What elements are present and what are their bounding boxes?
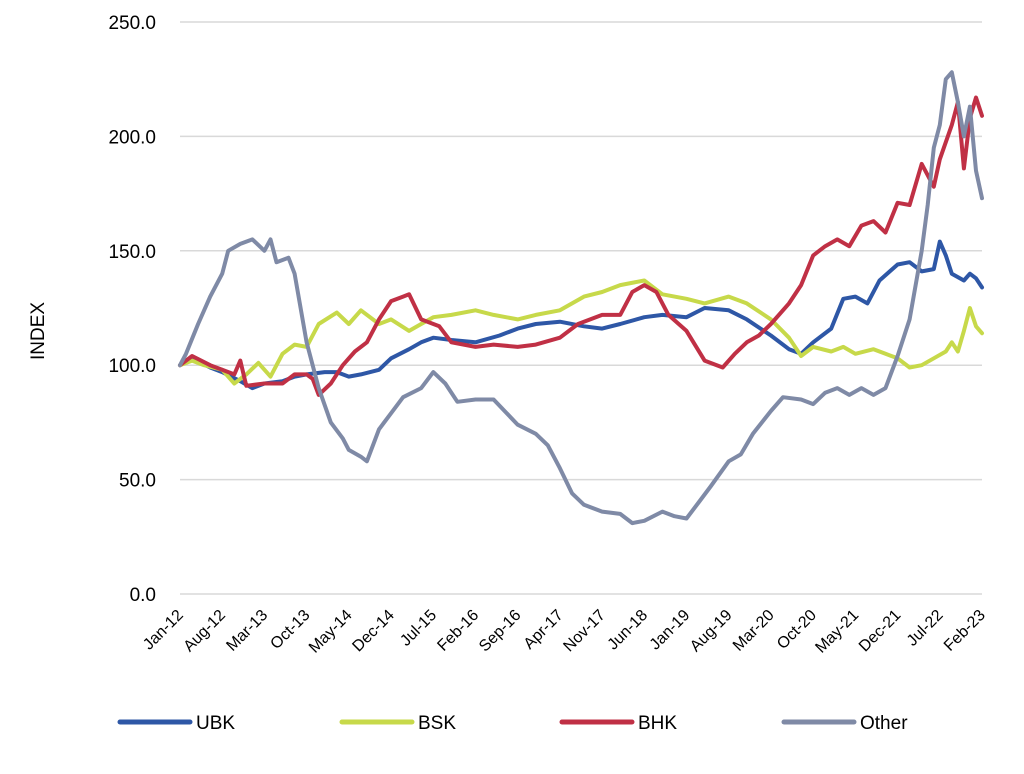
x-tick-label: May-14 bbox=[306, 607, 356, 657]
x-tick-label: May-21 bbox=[812, 607, 862, 657]
legend-label-ubk: UBK bbox=[196, 713, 235, 734]
y-axis-ticks: 0.0 50.0 100.0 150.0 200.0 250.0 bbox=[108, 13, 156, 606]
legend-label-bsk: BSK bbox=[418, 713, 456, 734]
x-tick-label: Mar-20 bbox=[730, 607, 778, 655]
x-tick-label: Dec-21 bbox=[856, 607, 905, 656]
x-tick-label: Apr-17 bbox=[521, 607, 567, 653]
series-lines bbox=[178, 70, 984, 526]
x-tick-label: Jan-19 bbox=[647, 607, 694, 654]
legend: UBK BSK BHK Other bbox=[117, 713, 908, 734]
x-tick-label: Jun-18 bbox=[605, 607, 652, 654]
y-tick-label: 200.0 bbox=[108, 127, 156, 148]
y-tick-label: 250.0 bbox=[108, 13, 156, 34]
y-tick-label: 100.0 bbox=[108, 356, 156, 377]
x-tick-label: Feb-23 bbox=[941, 607, 989, 655]
x-tick-label: Aug-19 bbox=[687, 607, 736, 656]
legend-label-other: Other bbox=[860, 713, 908, 734]
x-tick-label: Nov-17 bbox=[560, 607, 609, 656]
series-line-bhk bbox=[178, 95, 984, 397]
y-axis-title: INDEX bbox=[28, 302, 49, 360]
legend-label-bhk: BHK bbox=[638, 713, 677, 734]
x-tick-label: Jan-12 bbox=[140, 607, 187, 654]
x-tick-label: Sep-16 bbox=[476, 607, 525, 656]
y-tick-label: 150.0 bbox=[108, 242, 156, 263]
y-tick-label: 50.0 bbox=[119, 471, 156, 492]
x-tick-label: Feb-16 bbox=[434, 607, 482, 655]
series-line-other bbox=[178, 70, 984, 526]
series-line-bsk bbox=[178, 278, 984, 386]
y-tick-label: 0.0 bbox=[130, 585, 156, 606]
x-tick-label: Mar-13 bbox=[223, 607, 271, 655]
x-tick-label: Aug-12 bbox=[181, 607, 230, 656]
x-tick-label: Dec-14 bbox=[349, 607, 398, 656]
